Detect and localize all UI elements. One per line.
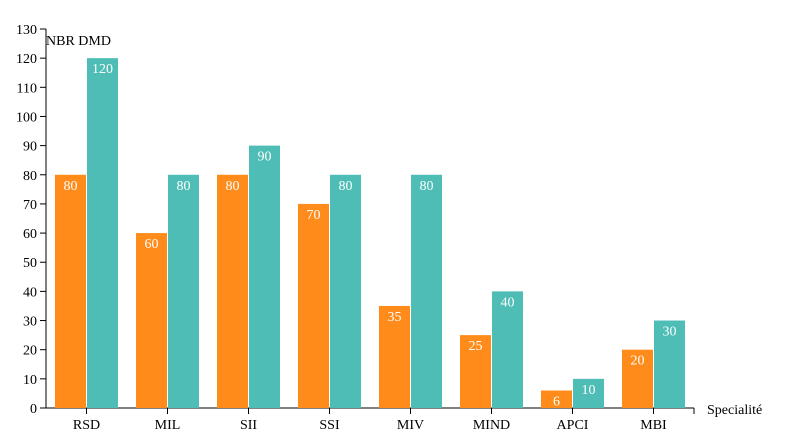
bar-value-label: 80 [177,179,191,194]
x-ticks: RSD MIL SII SSI MIV MIND APCI MBI [73,408,667,433]
y-axis: 0 10 20 30 40 50 60 70 80 90 100 110 120 130 [16,23,47,417]
bar-value-label: 35 [388,310,402,325]
y-axis-title: NBR DMD [46,34,111,49]
bar-value-label: 70 [307,208,321,223]
y-tick-label: 10 [23,373,37,388]
y-tick-label: 80 [23,169,37,184]
x-tick-label: MIL [155,418,181,433]
bar [298,203,329,408]
y-tick-label: 40 [23,285,37,300]
y-tick-label: 110 [17,81,37,96]
bar-value-label: 120 [92,62,113,77]
y-tick-label: 120 [16,52,37,67]
bar [492,291,523,408]
bar [87,58,118,409]
x-tick-label: MIV [397,418,424,433]
x-tick-label: APCI [557,418,589,433]
y-tick-label: 20 [23,344,37,359]
y-tick-label: 70 [23,198,37,213]
bar [622,349,653,408]
y-tick-label: 100 [16,110,37,125]
y-tick-label: 60 [23,227,37,242]
y-tick-label: 50 [23,256,37,271]
y-ticks: 0 10 20 30 40 50 60 70 80 90 100 110 120 130 [16,23,46,417]
x-tick-label: MIND [473,418,510,433]
bar [411,174,442,408]
y-tick-label: 30 [23,315,37,330]
bar [136,233,167,408]
bar-value-label: 80 [339,179,353,194]
x-tick-label: SSI [319,418,340,433]
y-tick-label: 130 [16,23,37,38]
bar-value-label: 80 [420,179,434,194]
x-tick-label: RSD [73,418,100,433]
bar [460,335,491,408]
bar-value-label: 20 [631,354,645,369]
bar [55,174,86,408]
bar-value-label: 60 [145,237,159,252]
x-tick-label: MBI [640,418,667,433]
bar-value-label: 30 [663,325,677,340]
bars: 80 120 60 80 80 90 70 80 35 80 25 40 6 10 20 30 [55,58,685,410]
bar [249,145,280,408]
y-tick-label: 90 [23,140,37,155]
x-axis: RSD MIL SII SSI MIV MIND APCI MBI [46,407,695,433]
bar-value-label: 80 [226,179,240,194]
bar [654,320,685,408]
bar-value-label: 6 [553,395,560,410]
x-tick-label: SII [240,418,257,433]
bar [573,378,604,408]
bar-value-label: 25 [469,339,483,354]
bar [330,174,361,408]
bar [541,390,572,408]
bar-value-label: 80 [64,179,78,194]
y-tick-label: 0 [30,402,37,417]
bar-value-label: 40 [501,295,515,310]
bar-value-label: 90 [258,150,272,165]
bar [168,174,199,408]
bar-value-label: 10 [582,383,596,398]
x-axis-title: Specialité [707,403,762,418]
bar [217,174,248,408]
bar [379,305,410,408]
